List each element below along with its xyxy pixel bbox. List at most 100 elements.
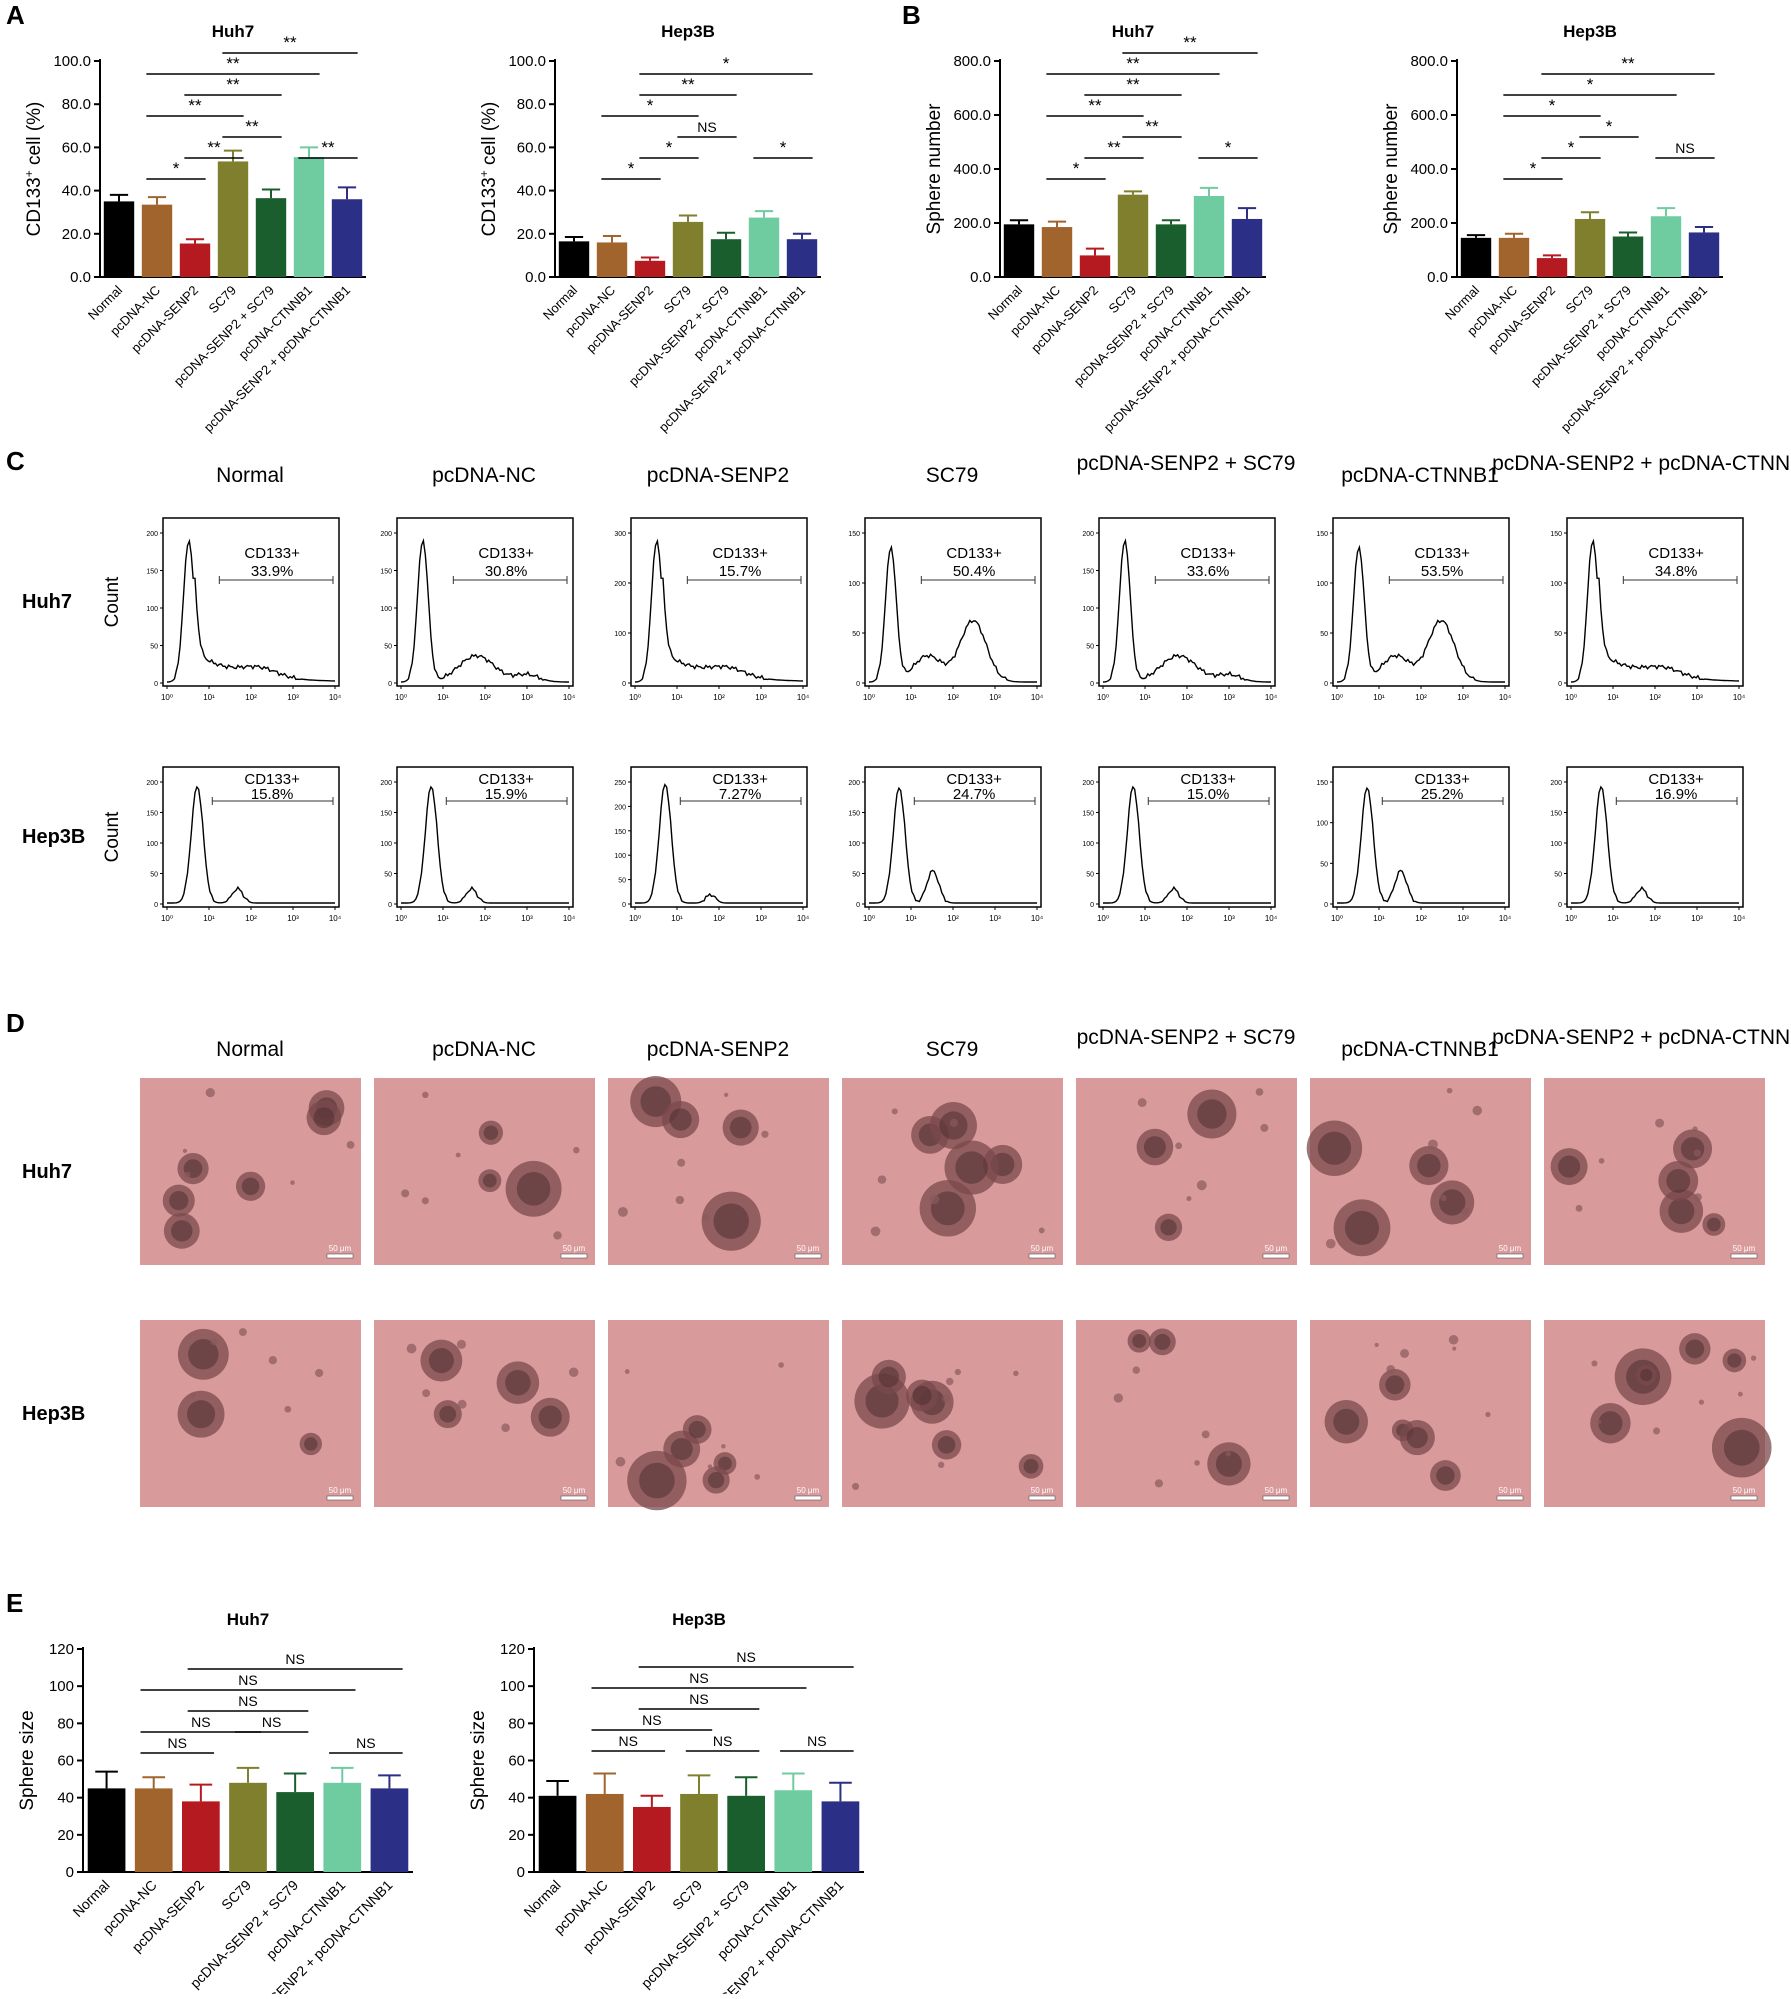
hist-y-tick-label: 200 [1082,531,1094,538]
bar-3 [680,1793,718,1872]
sphere-image-0-2: 50 μm [608,1076,829,1265]
single-cell [702,1214,710,1221]
significance-label: ** [188,96,202,115]
y-tick-label: 600.0 [1410,107,1448,124]
hist-x-tick-label: 10³ [1691,693,1703,702]
category-label: pcDNA-SENP2 + pcDNA-CTNNB1 [683,1877,847,1994]
single-cell [553,1231,562,1240]
gate-label: CD133+ [1180,771,1236,788]
bar-2 [179,243,211,277]
single-cell [1013,1370,1019,1377]
significance-label: * [1530,159,1537,178]
single-cell [184,1171,191,1178]
category-label: pcDNA-SENP2 [1485,283,1558,356]
gate-percent: 34.8% [1655,563,1698,580]
single-cell [1698,1399,1705,1405]
y-tick-label: 120 [500,1641,525,1658]
single-cell [1591,1360,1598,1367]
y-tick-label: 100 [49,1678,74,1695]
significance-label: * [723,54,730,73]
bar-6 [331,199,363,277]
hist-x-tick-label: 10³ [755,693,767,702]
chart-title: Huh7 [227,1610,270,1629]
sphere-core [937,1436,956,1454]
scale-bar-label: 50 μm [1031,1244,1054,1253]
single-cell [422,1091,429,1099]
sphere-core [708,1471,725,1489]
bar-4 [1612,236,1644,277]
single-cell [675,1195,685,1205]
bar-6 [821,1801,860,1872]
hist-y-tick-label: 100 [848,581,860,588]
y-axis-label: Sphere number [924,103,945,235]
gate-label: CD133+ [712,771,768,788]
single-cell [1446,1087,1453,1094]
sphere-image-0-5: 50 μm [1306,1078,1531,1265]
chart-B-Huh7: Huh7 0.0 200.0 400.0 600.0 800.0 Sphere number… [924,22,1266,435]
bar-2 [1536,258,1568,277]
hist-x-tick-label: 10³ [1691,914,1703,923]
hist-x-tick-label: 10³ [1223,914,1235,923]
hist-y-tick-label: 200 [1550,780,1562,787]
single-cell [949,1118,959,1127]
single-cell [618,1206,628,1217]
sphere-image-1-5: 50 μm [1310,1320,1531,1507]
single-cell [190,1392,196,1398]
histogram-curve [1336,544,1505,683]
hist-y-tick-label: 100 [1550,581,1562,588]
hist-y-tick-label: 100 [380,606,392,613]
significance-label: ** [1126,75,1140,94]
sphere-core [538,1405,562,1429]
chart-title: Hep3B [661,22,715,41]
single-cell [238,1328,247,1337]
hist-x-tick-label: 10⁴ [563,914,576,923]
sphere-core [1557,1155,1581,1178]
hist-y-tick-label: 50 [384,872,392,879]
hist-y-tick-label: 0 [1090,902,1094,909]
bar-0 [1003,224,1035,277]
panel-c-header-1: pcDNA-NC [432,464,536,487]
bar-4 [255,198,287,277]
sphere-core [1666,1168,1691,1193]
sphere-core [1598,1411,1623,1436]
sphere-core [313,1107,335,1129]
hist-y-tick-label: 150 [1082,811,1094,818]
histogram-curve [1102,537,1271,683]
significance-label: ** [681,75,695,94]
hist-y-tick-label: 200 [1082,780,1094,787]
hist-x-tick-label: 10¹ [671,914,683,923]
y-axis-label: CD133+ cell (%) [22,102,45,237]
hist-x-tick-label: 10⁰ [1331,693,1343,702]
single-cell [457,1399,467,1409]
single-cell [1461,1207,1469,1216]
single-cell [624,1369,630,1374]
bar-4 [1155,224,1187,277]
significance-label: NS [713,1733,732,1749]
chart-title: Huh7 [212,22,255,41]
y-label-main: CD133 [479,177,500,236]
y-tick-label: 60 [508,1753,525,1770]
hist-x-tick-label: 10² [479,914,491,923]
histogram-curve [401,785,569,904]
single-cell [1194,1460,1200,1466]
bar-0 [87,1788,126,1872]
histogram-curve [868,544,1037,683]
panel-letter-C: C [6,446,25,476]
hist-y-tick-label: 50 [1320,861,1328,868]
hist-x-tick-label: 10² [947,914,959,923]
y-axis-label: Sphere size [17,1710,38,1810]
panel-d-header-3: SC79 [926,1038,979,1061]
significance-label: * [1225,138,1232,157]
scale-bar [1730,1253,1758,1259]
sphere-image-1-6: 50 μm [1544,1320,1772,1507]
micrograph-background [140,1320,361,1507]
hist-y-tick-label: 0 [388,902,392,909]
bar-1 [1041,227,1073,277]
hist-x-tick-label: 10⁴ [1265,914,1278,923]
hist-x-tick-label: 10⁴ [329,914,342,923]
single-cell [1201,1430,1210,1439]
hist-x-tick-label: 10³ [521,914,533,923]
hist-x-tick-label: 10⁴ [329,693,342,702]
micrograph-background [1076,1320,1297,1507]
single-cell [182,1148,188,1153]
